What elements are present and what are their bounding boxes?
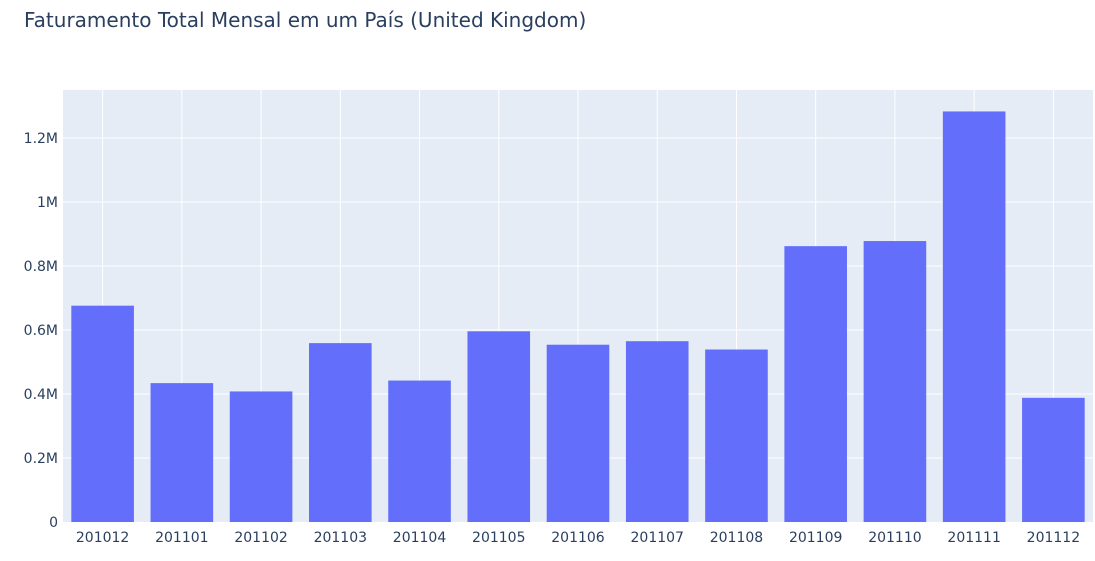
x-tick-label: 201103	[314, 530, 367, 546]
x-tick-label: 201104	[393, 530, 447, 546]
x-tick-label: 201101	[155, 530, 208, 546]
x-tick-label: 201109	[789, 530, 842, 546]
bar-201012[interactable]	[71, 305, 134, 522]
x-tick-label: 201102	[234, 530, 287, 546]
bar-201110[interactable]	[863, 241, 927, 523]
y-tick-label: 1.2M	[24, 131, 58, 147]
bar-201106[interactable]	[546, 344, 610, 522]
y-tick-label: 0.6M	[24, 323, 58, 339]
bar-201104[interactable]	[388, 380, 451, 522]
x-tick-label: 201106	[551, 530, 605, 546]
bar-201101[interactable]	[150, 383, 214, 522]
x-tick-label: 201111	[947, 530, 1000, 546]
chart-title: Faturamento Total Mensal em um País (Uni…	[24, 8, 587, 32]
y-tick-label: 1M	[37, 195, 58, 211]
y-tick-label: 0.8M	[24, 259, 58, 275]
bar-201105[interactable]	[467, 331, 531, 522]
bar-201111[interactable]	[942, 111, 1006, 522]
x-tick-label: 201110	[868, 530, 921, 546]
y-tick-label: 0.4M	[24, 387, 58, 403]
bars	[71, 111, 1085, 523]
x-tick-label: 201108	[710, 530, 763, 546]
x-axis-ticks: 201012 201101 201102 201103 201104 201105 2011…	[76, 530, 1080, 546]
bar-201108[interactable]	[705, 349, 768, 522]
bar-201107[interactable]	[625, 341, 689, 522]
bar-201102[interactable]	[229, 391, 293, 522]
bar-201109[interactable]	[784, 246, 847, 522]
x-tick-label: 201105	[472, 530, 525, 546]
y-tick-label: 0	[49, 515, 58, 531]
x-tick-label: 201112	[1027, 530, 1080, 546]
x-tick-label: 201107	[631, 530, 684, 546]
x-tick-label: 201012	[76, 530, 129, 546]
bar-201103[interactable]	[309, 343, 372, 522]
bar-201112[interactable]	[1022, 397, 1085, 522]
y-tick-label: 0.2M	[24, 451, 58, 467]
y-axis-ticks: 0 0.2M 0.4M 0.6M 0.8M 1M 1.2M	[24, 131, 58, 531]
